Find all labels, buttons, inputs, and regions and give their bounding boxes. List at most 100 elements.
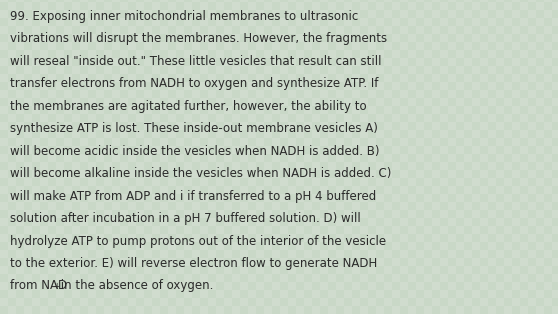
Bar <box>72 146 80 154</box>
Bar <box>448 274 456 282</box>
Bar <box>552 234 558 242</box>
Bar <box>296 82 304 90</box>
Bar <box>168 234 176 242</box>
Bar <box>240 250 248 258</box>
Bar <box>360 186 368 194</box>
Bar <box>328 18 336 26</box>
Bar <box>88 18 96 26</box>
Bar <box>64 130 72 138</box>
Bar <box>128 290 136 298</box>
Bar <box>200 234 208 242</box>
Bar <box>120 90 128 98</box>
Bar <box>368 114 376 122</box>
Bar <box>440 114 448 122</box>
Bar <box>336 250 344 258</box>
Bar <box>504 234 512 242</box>
Bar <box>328 178 336 186</box>
Bar <box>88 0 96 2</box>
Bar <box>408 178 416 186</box>
Bar <box>272 130 280 138</box>
Bar <box>536 66 544 74</box>
Bar <box>272 66 280 74</box>
Bar <box>280 106 288 114</box>
Bar <box>344 10 352 18</box>
Bar <box>136 170 144 178</box>
Bar <box>520 250 528 258</box>
Bar <box>328 10 336 18</box>
Bar <box>328 226 336 234</box>
Bar <box>408 106 416 114</box>
Bar <box>216 170 224 178</box>
Bar <box>240 90 248 98</box>
Bar <box>344 274 352 282</box>
Bar <box>48 234 56 242</box>
Bar <box>24 130 32 138</box>
Bar <box>128 202 136 210</box>
Bar <box>104 34 112 42</box>
Bar <box>312 106 320 114</box>
Bar <box>392 258 400 266</box>
Bar <box>496 298 504 306</box>
Bar <box>368 290 376 298</box>
Bar <box>56 98 64 106</box>
Bar <box>72 178 80 186</box>
Bar <box>80 138 88 146</box>
Bar <box>272 274 280 282</box>
Bar <box>312 298 320 306</box>
Bar <box>536 2 544 10</box>
Bar <box>80 170 88 178</box>
Bar <box>128 266 136 274</box>
Bar <box>432 90 440 98</box>
Bar <box>64 146 72 154</box>
Bar <box>344 242 352 250</box>
Bar <box>376 66 384 74</box>
Bar <box>56 170 64 178</box>
Bar <box>304 18 312 26</box>
Bar <box>256 34 264 42</box>
Bar <box>208 130 216 138</box>
Bar <box>24 2 32 10</box>
Bar <box>552 98 558 106</box>
Bar <box>168 50 176 58</box>
Bar <box>232 122 240 130</box>
Bar <box>40 82 48 90</box>
Bar <box>216 58 224 66</box>
Bar <box>296 306 304 314</box>
Bar <box>440 274 448 282</box>
Bar <box>416 10 424 18</box>
Bar <box>456 106 464 114</box>
Bar <box>448 154 456 162</box>
Bar <box>496 138 504 146</box>
Bar <box>232 194 240 202</box>
Bar <box>224 114 232 122</box>
Bar <box>448 106 456 114</box>
Bar <box>448 146 456 154</box>
Bar <box>184 194 192 202</box>
Bar <box>232 234 240 242</box>
Bar <box>264 154 272 162</box>
Bar <box>376 0 384 2</box>
Bar <box>368 226 376 234</box>
Bar <box>104 178 112 186</box>
Bar <box>344 82 352 90</box>
Bar <box>392 162 400 170</box>
Bar <box>112 242 120 250</box>
Bar <box>152 90 160 98</box>
Bar <box>272 122 280 130</box>
Bar <box>392 202 400 210</box>
Bar <box>496 34 504 42</box>
Bar <box>376 26 384 34</box>
Bar <box>304 0 312 2</box>
Bar <box>408 98 416 106</box>
Bar <box>136 186 144 194</box>
Bar <box>88 98 96 106</box>
Bar <box>272 210 280 218</box>
Bar <box>472 274 480 282</box>
Bar <box>544 282 552 290</box>
Bar <box>400 290 408 298</box>
Bar <box>288 34 296 42</box>
Bar <box>152 42 160 50</box>
Bar <box>520 130 528 138</box>
Bar <box>224 258 232 266</box>
Bar <box>248 58 256 66</box>
